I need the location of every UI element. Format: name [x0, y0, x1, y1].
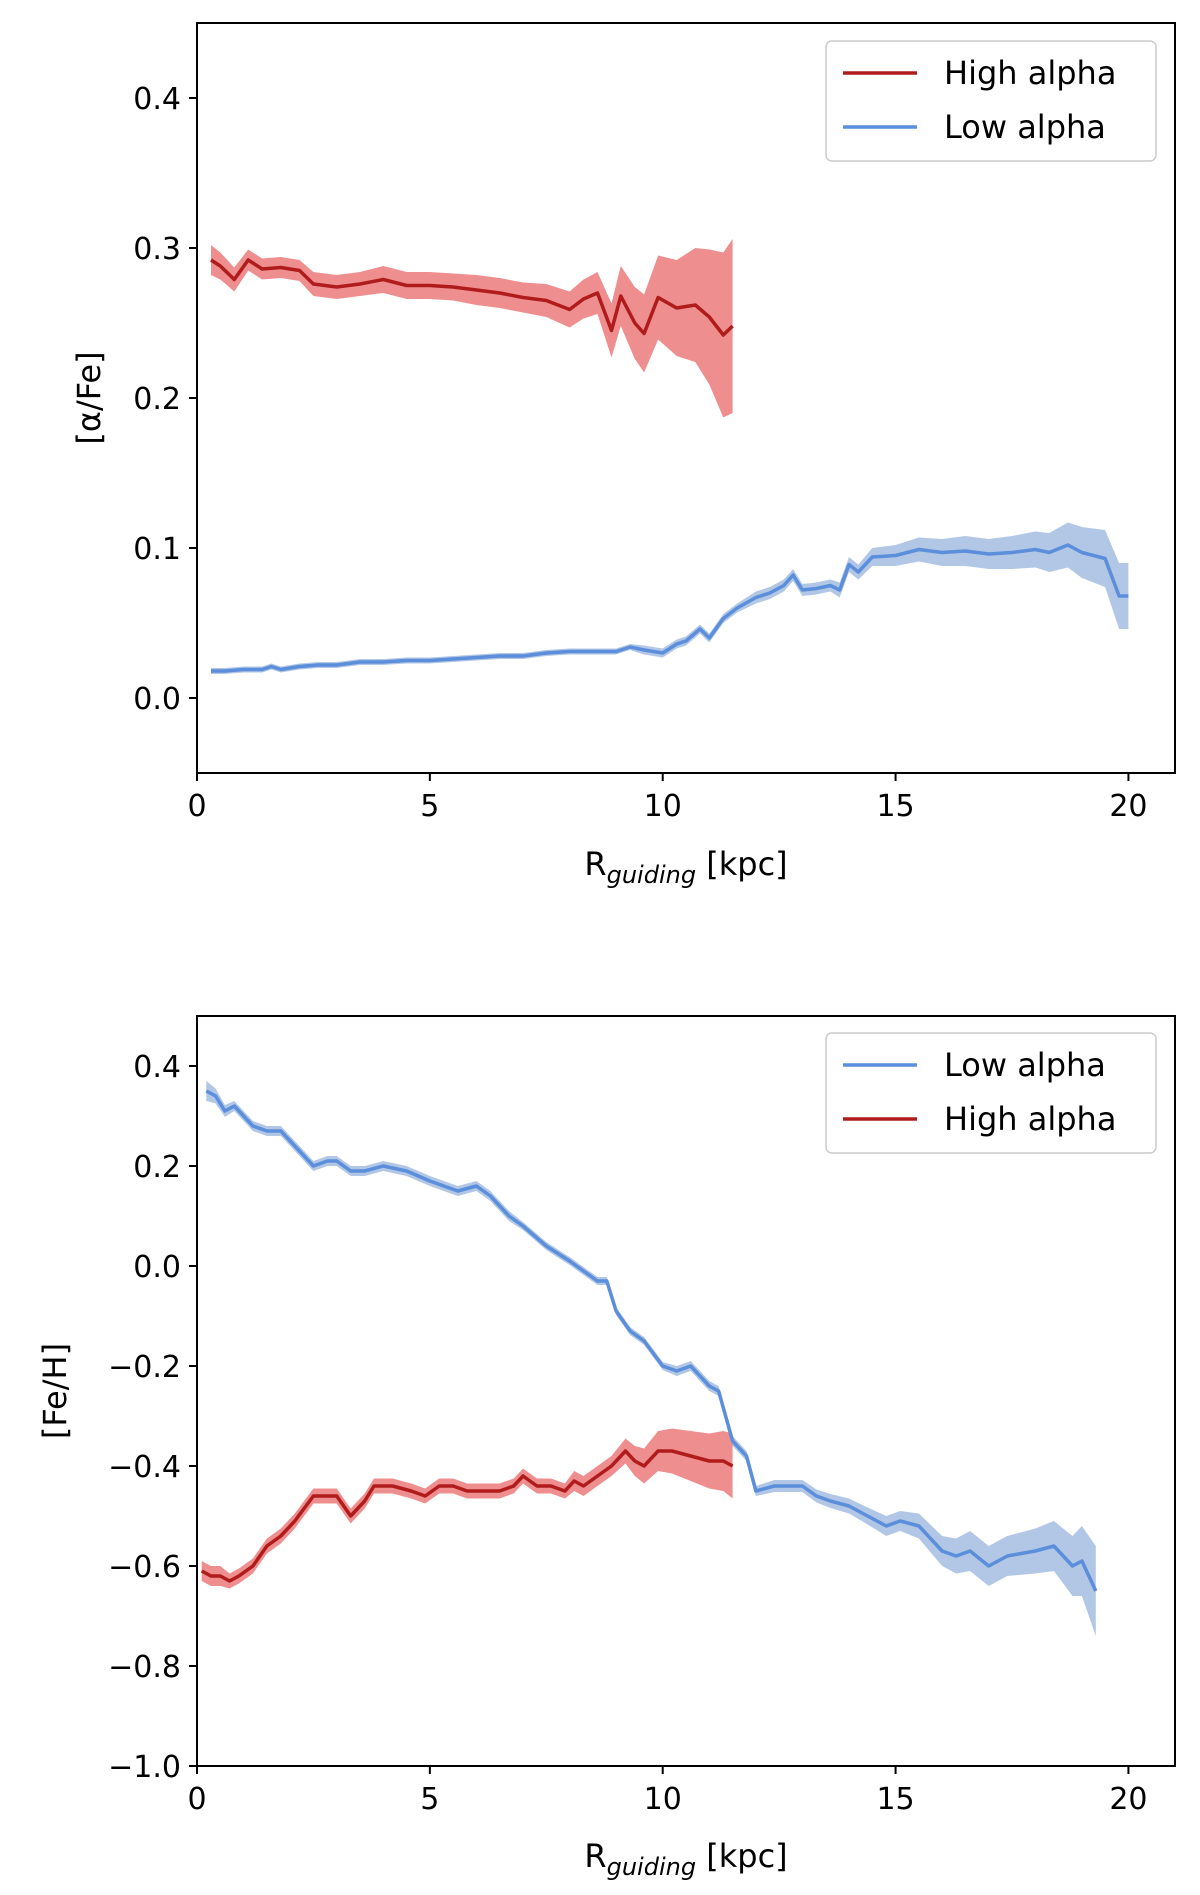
legend-high-alpha-label: High alpha: [944, 54, 1116, 92]
alpha-fe-ylabel: [α/Fe]: [70, 351, 108, 444]
fe-h-high-alpha-line: [200, 1449, 734, 1583]
alpha-fe-xlabel: Rguiding [kpc]: [584, 845, 787, 889]
alpha-fe-ytick-label: 0.0: [133, 682, 181, 717]
alpha-fe-ytick-label: 0.3: [133, 232, 181, 267]
fe-h-ytick-label: −0.2: [108, 1350, 181, 1385]
alpha-fe-ytick-label: 0.2: [133, 382, 181, 417]
alpha-fe-high-alpha-line: [210, 258, 734, 337]
fe-h-ytick-label: −1.0: [108, 1750, 181, 1785]
alpha-fe-ticks: 0 5 10 15 20 0.0 0.1 0.2 0.3 0.4: [133, 82, 1147, 824]
alpha-fe-panel: 0 5 10 15 20 0.0 0.1 0.2 0.3 0.4 [α/Fe] Rguiding …: [70, 22, 1176, 889]
fe-h-ytick-label: −0.8: [108, 1650, 181, 1685]
fe-h-xtick-label: 5: [420, 1782, 439, 1817]
fe-h-xtick-label: 10: [644, 1782, 682, 1817]
alpha-fe-legend: High alpha Low alpha: [825, 40, 1157, 162]
fe-h-high-alpha-error-band: [201, 1428, 733, 1589]
fe-h-low-alpha-line: [205, 1089, 1098, 1592]
fe-h-legend: Low alpha High alpha: [825, 1032, 1157, 1154]
fe-h-ytick-label: −0.6: [108, 1550, 181, 1585]
fe-h-plot-frame: [196, 1015, 1176, 1767]
fe-h-ytick-label: −0.4: [108, 1450, 181, 1485]
alpha-fe-xtick-label: 5: [420, 789, 439, 824]
alpha-fe-xtick-label: 15: [876, 789, 914, 824]
fe-h-xlabel: Rguiding [kpc]: [584, 1837, 787, 1881]
fe-h-xtick-label: 20: [1109, 1782, 1147, 1817]
fe-h-legend-box: [825, 1032, 1157, 1154]
alpha-fe-xtick-label: 10: [644, 789, 682, 824]
alpha-fe-ytick-label: 0.4: [133, 82, 181, 117]
fe-h-lines: [200, 1089, 1098, 1592]
alpha-fe-lines: [210, 258, 1129, 673]
alpha-fe-xtick-label: 20: [1109, 789, 1147, 824]
legend-low-alpha-label-2: Low alpha: [944, 1046, 1106, 1084]
fe-h-xtick-label: 0: [187, 1782, 206, 1817]
fe-h-ytick-label: 0.4: [133, 1050, 181, 1085]
fe-h-ylabel: [Fe/H]: [36, 1343, 74, 1439]
fe-h-bands: [201, 1081, 1096, 1636]
alpha-fe-legend-box: [825, 40, 1157, 162]
alpha-fe-bands: [211, 239, 1129, 674]
fe-h-ticks: 0 5 10 15 20 −1.0 −0.8 −0.6 −0.4 −0.2 0.0 0.2 0.4: [108, 1050, 1147, 1817]
fe-h-ytick-label: 0.0: [133, 1250, 181, 1285]
legend-low-alpha-label: Low alpha: [944, 108, 1106, 146]
fe-h-xtick-label: 15: [876, 1782, 914, 1817]
fe-h-ytick-label: 0.2: [133, 1150, 181, 1185]
alpha-fe-high-alpha-error-band: [211, 239, 733, 418]
legend-high-alpha-label-2: High alpha: [944, 1100, 1116, 1138]
alpha-fe-low-alpha-line: [211, 543, 1129, 673]
alpha-fe-ytick-label: 0.1: [133, 532, 181, 567]
alpha-fe-xtick-label: 0: [187, 789, 206, 824]
fe-h-panel: 0 5 10 15 20 −1.0 −0.8 −0.6 −0.4 −0.2 0.0 0.2 0.4 [F…: [36, 1015, 1176, 1881]
alpha-fe-low-alpha-error-band: [211, 522, 1129, 674]
